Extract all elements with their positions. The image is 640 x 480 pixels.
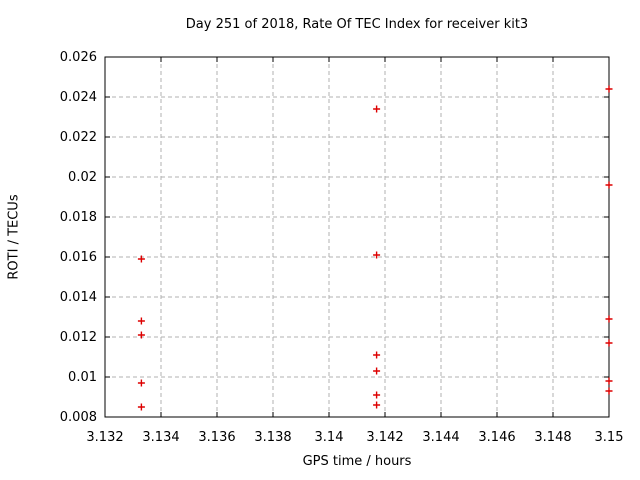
x-tick-label: 3.15 <box>595 430 624 445</box>
data-point <box>137 255 145 263</box>
data-point <box>605 315 613 323</box>
x-tick-label: 3.142 <box>366 430 403 445</box>
data-point <box>137 379 145 387</box>
x-tick-label: 3.138 <box>254 430 291 445</box>
chart-title: Day 251 of 2018, Rate Of TEC Index for r… <box>185 17 529 32</box>
data-point <box>605 339 613 347</box>
x-tick-label: 3.136 <box>198 430 235 445</box>
data-point <box>137 403 145 411</box>
y-tick-label: 0.02 <box>68 170 97 185</box>
y-tick-label: 0.01 <box>68 370 97 385</box>
data-point <box>373 251 381 259</box>
plot-border <box>104 56 610 418</box>
y-tick-label: 0.008 <box>60 410 97 425</box>
data-point <box>373 351 381 359</box>
x-tick-label: 3.148 <box>534 430 571 445</box>
x-tick-label: 3.132 <box>86 430 123 445</box>
data-point <box>373 401 381 409</box>
x-axis-title: GPS time / hours <box>302 454 412 469</box>
y-tick-label: 0.016 <box>60 250 97 265</box>
data-point <box>605 377 613 385</box>
y-tick-label: 0.014 <box>60 290 97 305</box>
y-tick-label: 0.024 <box>60 90 97 105</box>
data-point <box>605 387 613 395</box>
x-tick-label: 3.144 <box>422 430 459 445</box>
y-tick-label: 0.026 <box>60 50 97 65</box>
y-tick-label: 0.018 <box>60 210 97 225</box>
x-tick-label: 3.134 <box>142 430 179 445</box>
data-point <box>605 85 613 93</box>
y-tick-label: 0.012 <box>60 330 97 345</box>
x-tick-label: 3.14 <box>315 430 344 445</box>
data-point <box>373 105 381 113</box>
data-point <box>605 181 613 189</box>
data-point <box>137 331 145 339</box>
y-tick-label: 0.022 <box>60 130 97 145</box>
data-point <box>373 367 381 375</box>
data-point <box>137 317 145 325</box>
data-point <box>373 391 381 399</box>
x-tick-label: 3.146 <box>478 430 515 445</box>
